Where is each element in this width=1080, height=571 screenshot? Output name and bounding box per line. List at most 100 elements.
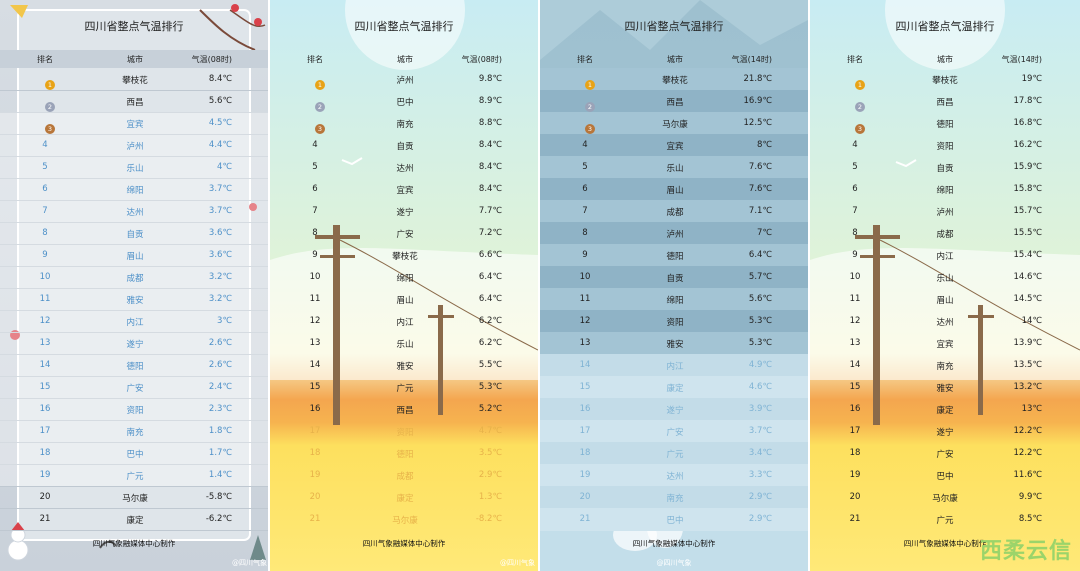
table-row: 13 雅安 5.3℃: [540, 332, 808, 355]
table-row: 10 自贡 5.7℃: [540, 266, 808, 289]
table-row: 13 宜宾 13.9℃: [810, 332, 1080, 355]
rank-cell: 19: [39, 470, 51, 480]
table-row: 15 雅安 13.2℃: [810, 376, 1080, 399]
table-row: 21 康定 -6.2℃: [0, 508, 268, 531]
temp-cell: 7.2℃: [478, 228, 502, 238]
page-title: 四川省整点气温排行: [895, 20, 995, 33]
city-cell: 乐山: [396, 340, 414, 350]
city-cell: 马尔康: [392, 516, 418, 526]
table-row: 12 内江 3℃: [0, 310, 268, 333]
table-header: 排名 城市 气温(08时): [0, 50, 268, 68]
city-cell: 宜宾: [666, 142, 684, 152]
rank-cell: 19: [579, 470, 591, 480]
table-row: 3 宜宾 4.5℃: [0, 112, 268, 135]
temp-cell: 16.8℃: [1013, 118, 1042, 128]
rank-cell: 21: [39, 514, 51, 524]
temp-cell: 17.8℃: [1013, 96, 1042, 106]
header-rank: 排名: [847, 55, 863, 64]
table-row: 15 广安 2.4℃: [0, 376, 268, 399]
rank-cell: 21: [579, 514, 591, 524]
table-row: 20 南充 2.9℃: [540, 486, 808, 509]
temp-cell: 16.2℃: [1013, 140, 1042, 150]
rank-cell: 8: [42, 228, 48, 238]
temp-cell: 1.4℃: [208, 470, 232, 480]
city-cell: 绵阳: [126, 186, 144, 196]
city-cell: 达州: [666, 472, 684, 482]
table-row: 1 攀枝花 19℃: [810, 68, 1080, 91]
temp-cell: 5.3℃: [748, 316, 772, 326]
temp-cell: 2.9℃: [478, 470, 502, 480]
table-row: 7 成都 7.1℃: [540, 200, 808, 223]
city-cell: 内江: [126, 318, 144, 328]
medal-icon: 2: [45, 102, 55, 112]
table-row: 8 成都 15.5℃: [810, 222, 1080, 245]
temp-cell: 6.4℃: [478, 294, 502, 304]
rank-cell: 13: [309, 338, 321, 348]
city-cell: 遂宁: [666, 406, 684, 416]
city-cell: 成都: [666, 208, 684, 218]
temp-cell: 4.9℃: [748, 360, 772, 370]
rank-cell: 15: [39, 382, 51, 392]
temp-cell: 1.7℃: [208, 448, 232, 458]
city-cell: 泸州: [666, 230, 684, 240]
rank-cell: 12: [309, 316, 321, 326]
header-rank: 排名: [577, 55, 593, 64]
temp-cell: 5.3℃: [748, 338, 772, 348]
table-row: 9 内江 15.4℃: [810, 244, 1080, 267]
page-title: 四川省整点气温排行: [354, 20, 454, 33]
medal-icon: 1: [585, 80, 595, 90]
rank-cell: 5: [312, 162, 318, 172]
city-cell: 马尔康: [662, 120, 688, 130]
temp-cell: 15.9℃: [1013, 162, 1042, 172]
temp-cell: 13.9℃: [1013, 338, 1042, 348]
city-cell: 遂宁: [126, 340, 144, 350]
medal-icon: 1: [315, 80, 325, 90]
table-row: 5 乐山 4℃: [0, 156, 268, 179]
table-row: 5 自贡 15.9℃: [810, 156, 1080, 179]
city-cell: 马尔康: [932, 494, 958, 504]
table-row: 8 泸州 7℃: [540, 222, 808, 245]
temp-cell: 19℃: [1021, 74, 1042, 84]
rank-cell: 14: [849, 360, 861, 370]
rank-cell: 15: [579, 382, 591, 392]
rank-cell: 12: [849, 316, 861, 326]
city-cell: 攀枝花: [392, 252, 418, 262]
rank-cell: 21: [309, 514, 321, 524]
temp-cell: 1.8℃: [208, 426, 232, 436]
temp-cell: 2.4℃: [208, 382, 232, 392]
city-cell: 泸州: [126, 142, 144, 152]
table-row: 6 绵阳 15.8℃: [810, 178, 1080, 201]
table-row: 18 巴中 1.7℃: [0, 442, 268, 465]
city-cell: 资阳: [936, 142, 954, 152]
temp-cell: 4.7℃: [478, 426, 502, 436]
temp-cell: 3.7℃: [208, 206, 232, 216]
rank-cell: 15: [309, 382, 321, 392]
table-row: 5 达州 8.4℃: [270, 156, 538, 179]
header-city: 城市: [397, 55, 413, 64]
table-row: 11 眉山 6.4℃: [270, 288, 538, 311]
table-row: 11 眉山 14.5℃: [810, 288, 1080, 311]
table-row: 10 绵阳 6.4℃: [270, 266, 538, 289]
city-cell: 马尔康: [122, 494, 148, 504]
city-cell: 南充: [126, 428, 144, 438]
rank-cell: 17: [849, 426, 861, 436]
city-cell: 遂宁: [936, 428, 954, 438]
panel-1: 四川省整点气温排行 排名 城市 气温(08时) 1 攀枝花 8.4℃ 2 西昌 5.6℃ 3…: [0, 0, 268, 571]
table-row: 16 康定 13℃: [810, 398, 1080, 421]
header-city: 城市: [937, 55, 953, 64]
city-cell: 攀枝花: [932, 76, 958, 86]
table-row: 4 资阳 16.2℃: [810, 134, 1080, 157]
table-row: 4 自贡 8.4℃: [270, 134, 538, 157]
table-row: 20 康定 1.3℃: [270, 486, 538, 509]
panel-3: 四川省整点气温排行 排名 城市 气温(14时) 1 攀枝花 21.8℃ 2 西昌 16.9…: [540, 0, 808, 571]
table-header: 排名 城市 气温(14时): [810, 50, 1080, 68]
temp-cell: 6.6℃: [478, 250, 502, 260]
table-row: 6 绵阳 3.7℃: [0, 178, 268, 201]
city-cell: 广安: [666, 428, 684, 438]
rank-cell: 5: [852, 162, 858, 172]
rank-cell: 11: [309, 294, 321, 304]
rank-cell: 20: [309, 492, 321, 502]
temp-cell: 2.6℃: [208, 338, 232, 348]
temp-cell: 14.5℃: [1013, 294, 1042, 304]
